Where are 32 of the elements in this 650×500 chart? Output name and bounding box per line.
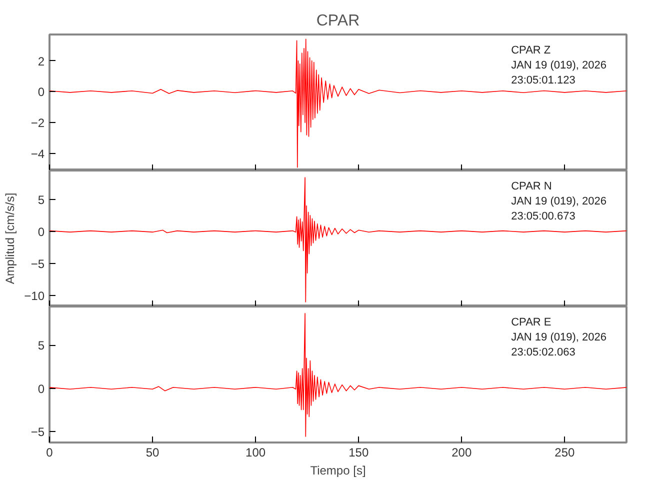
y-tick-label: −5 xyxy=(30,424,45,439)
y-axis-title: Amplitud [cm/s/s] xyxy=(3,192,18,284)
y-tick-label: 0 xyxy=(38,382,45,396)
x-axis-title: Tiempo [s] xyxy=(310,464,366,478)
x-tick-label: 250 xyxy=(554,446,576,460)
annotation: CPAR Z xyxy=(511,44,551,56)
y-tick-label: −5 xyxy=(30,257,45,272)
y-tick-label: −2 xyxy=(30,116,45,130)
y-tick-label: −10 xyxy=(24,289,45,304)
y-tick-label: 0 xyxy=(38,85,45,100)
x-tick-label: 100 xyxy=(246,446,266,460)
annotation: CPAR E xyxy=(511,316,552,328)
chart-title: CPAR xyxy=(316,12,360,30)
y-tick-label: −4 xyxy=(30,147,45,161)
line-series xyxy=(50,177,626,302)
y-tick-label: 2 xyxy=(38,54,45,68)
line-series xyxy=(50,38,626,168)
y-tick-label: 0 xyxy=(38,224,45,239)
annotation: JAN 19 (019), 2026 xyxy=(511,60,606,72)
annotation: 23:05:02.063 xyxy=(511,346,576,358)
x-tick-label: 200 xyxy=(452,446,472,460)
annotation: 23:05:00.673 xyxy=(511,210,576,222)
annotation: 23:05:01.123 xyxy=(511,74,576,86)
x-tick-label: 0 xyxy=(46,446,54,460)
x-tick-label: 150 xyxy=(348,446,369,460)
annotation: CPAR N xyxy=(511,180,552,192)
x-tick-label: 50 xyxy=(146,446,160,460)
line-series xyxy=(50,312,626,437)
annotation: JAN 19 (019), 2026 xyxy=(511,196,606,208)
annotation: JAN 19 (019), 2026 xyxy=(511,332,606,344)
y-tick-label: 5 xyxy=(38,338,45,353)
y-tick-label: 5 xyxy=(38,192,45,207)
